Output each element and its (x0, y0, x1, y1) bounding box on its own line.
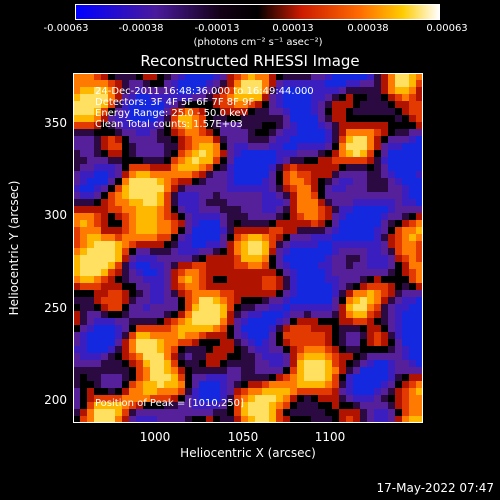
energy-range-text: Energy Range: 25.0 - 50.0 keV (95, 108, 248, 119)
rhessi-image (73, 73, 423, 423)
plot-frame (73, 73, 423, 423)
peak-position-text: Position of Peak = [1010,250] (95, 398, 244, 409)
colorbar-tick: -0.00013 (194, 23, 240, 34)
colorbar-tick: 0.00063 (426, 23, 468, 34)
x-tick-label: 1000 (139, 430, 171, 444)
colorbar (75, 4, 440, 20)
colorbar-tick: -0.00063 (43, 23, 89, 34)
colorbar-unit-label: (photons cm⁻² s⁻¹ asec⁻²) (193, 37, 323, 48)
generation-date: 17-May-2022 07:47 (376, 481, 494, 495)
clean-counts-text: Clean Total counts: 1.57E+03 (95, 119, 243, 130)
y-tick-label: 200 (44, 393, 67, 407)
colorbar-tick: 0.00038 (347, 23, 389, 34)
x-tick-label: 1100 (314, 430, 346, 444)
image-pixels (73, 73, 423, 423)
y-tick-label: 300 (44, 208, 67, 222)
colorbar-tick: 0.00013 (272, 23, 314, 34)
detectors-text: Detectors: 3F 4F 5F 6F 7F 8F 9F (95, 97, 255, 108)
x-tick-label: 1050 (227, 430, 259, 444)
y-axis-label: Heliocentric Y (arcsec) (7, 180, 21, 316)
x-axis-label: Heliocentric X (arcsec) (180, 446, 316, 460)
colorbar-tick: -0.00038 (118, 23, 164, 34)
time-range-text: 24-Dec-2011 16:48:36.000 to 16:49:44.000 (95, 86, 314, 97)
y-tick-label: 350 (44, 116, 67, 130)
y-tick-label: 250 (44, 301, 67, 315)
image-title: Reconstructed RHESSI Image (140, 52, 360, 70)
